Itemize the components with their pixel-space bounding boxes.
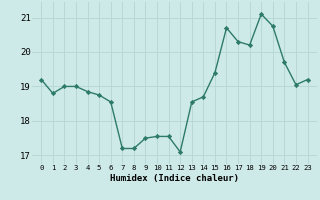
X-axis label: Humidex (Indice chaleur): Humidex (Indice chaleur): [110, 174, 239, 183]
